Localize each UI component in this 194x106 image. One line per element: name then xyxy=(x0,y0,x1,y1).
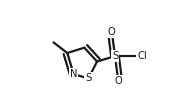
Text: Cl: Cl xyxy=(137,51,147,61)
Text: O: O xyxy=(108,27,116,37)
Text: S: S xyxy=(85,73,92,83)
Text: S: S xyxy=(112,51,118,61)
Text: O: O xyxy=(114,76,122,86)
Text: N: N xyxy=(70,69,77,79)
